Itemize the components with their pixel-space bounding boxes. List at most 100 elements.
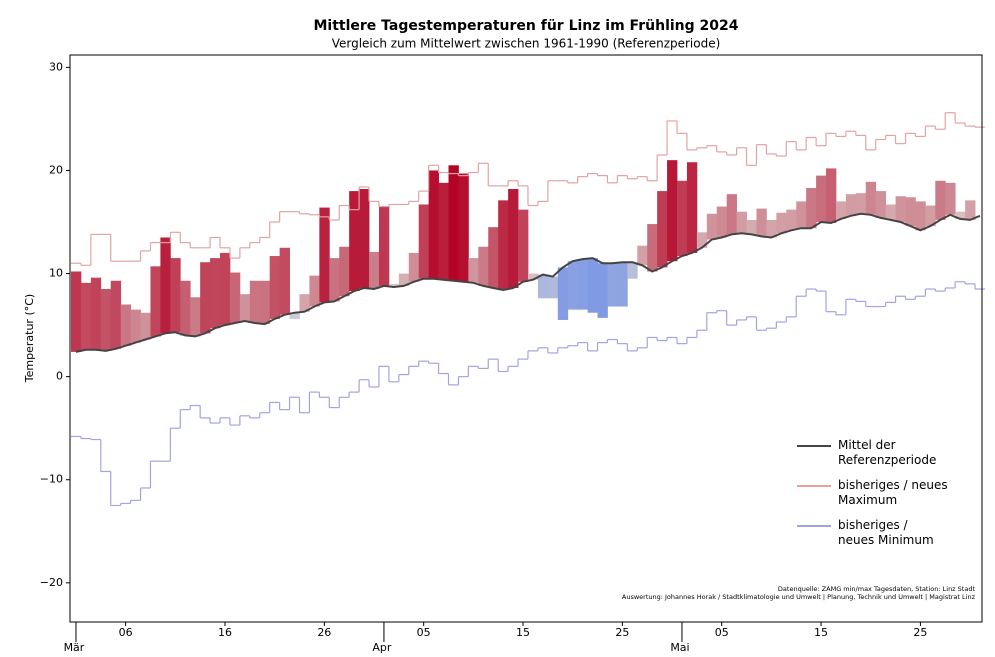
temperature-bar <box>289 312 300 319</box>
temperature-bar <box>786 209 797 231</box>
temperature-bar <box>637 245 648 266</box>
x-tick-label: 05 <box>715 626 729 639</box>
temperature-bar <box>488 227 499 288</box>
temperature-bar <box>955 211 966 219</box>
temperature-bar <box>547 276 559 299</box>
temperature-bar <box>100 289 112 351</box>
temperature-bar <box>925 205 936 227</box>
temperature-bar <box>657 191 668 268</box>
temperature-bar <box>696 232 708 248</box>
temperature-bar <box>508 189 519 288</box>
x-tick-label: 15 <box>516 626 530 639</box>
x-tick-label: 26 <box>317 626 331 639</box>
temperature-bar <box>438 182 449 280</box>
temperature-bar <box>875 191 887 218</box>
temperature-bar <box>220 252 231 326</box>
temperature-bar <box>915 201 926 231</box>
temperature-bar <box>835 201 847 219</box>
temperature-bar <box>776 212 787 234</box>
month-label: Mai <box>670 641 689 654</box>
mean-line <box>75 212 981 353</box>
temperature-bar <box>607 263 618 307</box>
legend-label: Mittel der Referenzperiode <box>838 438 937 467</box>
temperature-bar <box>468 258 479 283</box>
temperature-bar <box>388 283 400 287</box>
temperature-bar <box>90 277 102 350</box>
x-tick-label: 16 <box>218 626 232 639</box>
temperature-bar <box>557 267 569 320</box>
x-tick-label: 25 <box>913 626 927 639</box>
legend-swatch <box>797 445 831 447</box>
temperature-bar <box>190 297 201 337</box>
temperature-bar <box>329 258 340 302</box>
temperature-bar <box>756 208 767 237</box>
temperature-bar <box>369 251 380 290</box>
temperature-bar <box>309 275 320 307</box>
temperature-bar <box>965 200 976 220</box>
temperature-bar <box>537 274 549 299</box>
temperature-bar <box>259 280 271 325</box>
temperature-bar <box>70 271 82 352</box>
annotation: Auswertung: Johannes Horak / Stadtklimat… <box>622 593 976 601</box>
month-label: Mär <box>64 641 85 654</box>
temperature-bar <box>627 262 638 279</box>
temperature-bar <box>150 266 161 337</box>
temperature-bar <box>339 246 350 297</box>
temperature-bar <box>935 180 946 220</box>
y-tick-label: 30 <box>49 60 63 73</box>
temperature-bar <box>359 189 370 288</box>
temperature-bar <box>210 258 221 329</box>
temperature-bar <box>816 175 827 223</box>
temperature-bar <box>945 182 956 215</box>
temperature-bar <box>895 196 906 223</box>
temperature-bar <box>249 280 261 324</box>
chart-subtitle: Vergleich zum Mittelwert zwischen 1961-1… <box>332 37 721 51</box>
y-tick-label: −20 <box>40 576 63 589</box>
temperature-bar <box>130 309 141 343</box>
temperature-bar <box>349 191 360 292</box>
temperature-bar <box>299 294 310 312</box>
temperature-bar <box>597 263 608 318</box>
temperature-bar <box>686 162 698 253</box>
temperature-bar <box>418 204 430 279</box>
temperature-bar <box>160 237 171 334</box>
temperature-bar <box>726 194 738 235</box>
temperature-bar <box>200 262 211 334</box>
temperature-bar <box>518 209 529 282</box>
month-label: Apr <box>372 641 392 654</box>
temperature-bar <box>587 258 598 313</box>
temperature-bar <box>478 246 489 286</box>
temperature-bar <box>806 187 817 229</box>
temperature-bar <box>279 247 290 315</box>
y-tick-label: −10 <box>40 473 63 486</box>
temperature-bar <box>229 272 241 324</box>
legend-swatch <box>797 525 831 527</box>
temperature-bar <box>319 207 330 303</box>
y-axis-label: Temperatur (°C) <box>23 294 36 383</box>
temperature-bar <box>865 181 877 215</box>
temperature-bar <box>706 213 718 240</box>
temperature-bar <box>239 294 251 321</box>
plot-frame <box>69 54 983 623</box>
temperature-bar <box>498 200 509 291</box>
chart-title: Mittlere Tagestemperaturen für Linz im F… <box>313 18 738 34</box>
temperature-bar <box>766 219 777 238</box>
temperature-bar <box>110 280 122 349</box>
temperature-bar <box>885 204 896 220</box>
temperature-bar <box>677 180 688 257</box>
temperature-bar <box>905 197 916 227</box>
temperature-bar <box>746 219 757 235</box>
x-tick-label: 25 <box>615 626 629 639</box>
temperature-bar <box>398 273 410 286</box>
x-tick-label: 06 <box>119 626 133 639</box>
temperature-bar <box>378 206 390 286</box>
temperature-bar <box>647 224 658 272</box>
legend-swatch <box>797 485 831 487</box>
temperature-bar <box>567 261 579 310</box>
temperature-bar <box>170 258 181 333</box>
temperature-bar <box>428 170 439 279</box>
legend-label: bisheriges / neues Minimum <box>838 518 934 547</box>
x-tick-label: 05 <box>417 626 431 639</box>
y-tick-label: 0 <box>56 370 63 383</box>
temperature-bar <box>667 160 678 262</box>
